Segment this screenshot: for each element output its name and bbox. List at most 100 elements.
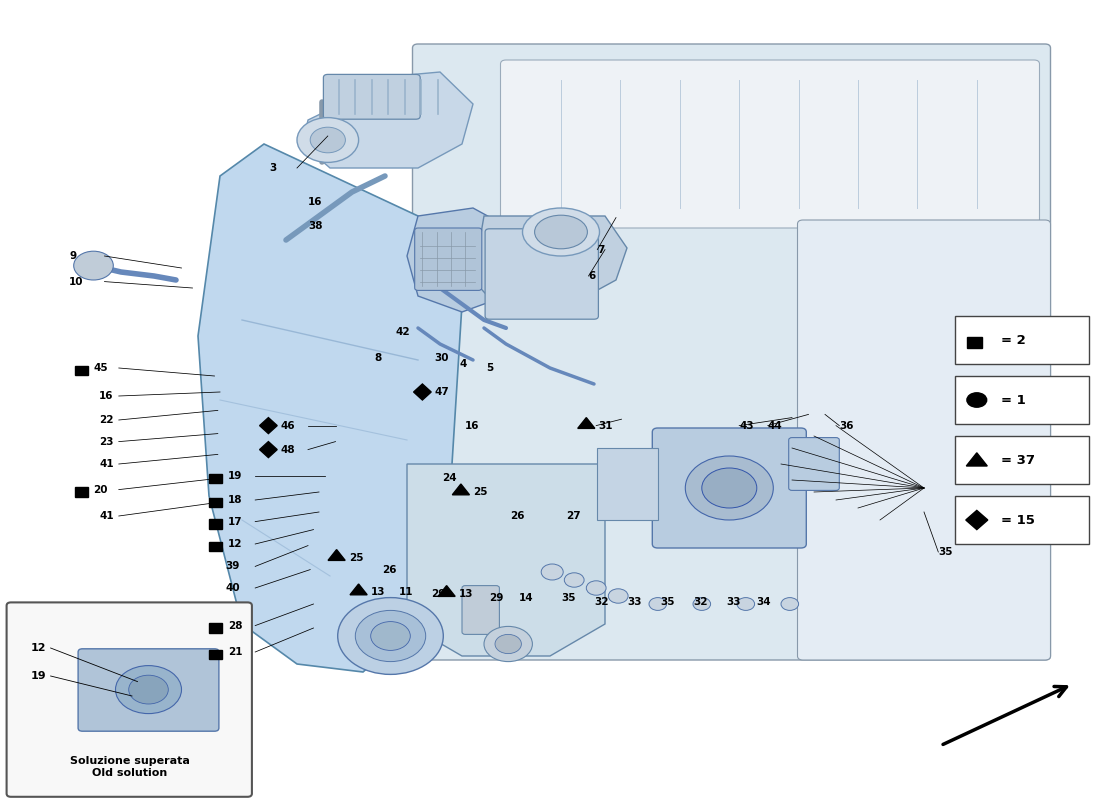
Ellipse shape [522, 208, 600, 256]
Bar [209, 623, 222, 633]
FancyBboxPatch shape [462, 586, 499, 634]
Circle shape [484, 626, 532, 662]
Text: 23: 23 [99, 437, 113, 446]
Circle shape [297, 118, 359, 162]
Text: 6: 6 [588, 271, 596, 281]
Text: 33: 33 [627, 597, 641, 606]
Polygon shape [302, 72, 473, 168]
FancyBboxPatch shape [485, 229, 598, 319]
Polygon shape [260, 418, 277, 434]
Text: diagrammi.ferrari.com
a passo di lumaca: diagrammi.ferrari.com a passo di lumaca [399, 312, 745, 488]
Text: 42: 42 [396, 327, 410, 337]
Bar [209, 542, 222, 551]
Text: 22: 22 [99, 415, 113, 425]
Text: 43: 43 [739, 421, 754, 430]
Bar [597, 448, 658, 520]
Circle shape [586, 581, 606, 595]
Text: 3: 3 [270, 163, 277, 173]
Text: 8: 8 [374, 353, 382, 362]
Circle shape [608, 589, 628, 603]
Polygon shape [260, 442, 277, 458]
FancyBboxPatch shape [955, 377, 1089, 424]
Text: = 37: = 37 [1001, 454, 1035, 466]
FancyBboxPatch shape [500, 60, 1040, 228]
Text: 46: 46 [280, 421, 295, 430]
Circle shape [338, 598, 443, 674]
Text: 10: 10 [69, 277, 84, 286]
Circle shape [702, 468, 757, 508]
FancyBboxPatch shape [798, 220, 1050, 660]
FancyBboxPatch shape [415, 228, 482, 290]
Text: 29: 29 [431, 589, 446, 598]
Circle shape [649, 598, 667, 610]
Text: = 1: = 1 [1001, 394, 1025, 406]
Circle shape [355, 610, 426, 662]
FancyBboxPatch shape [412, 44, 1050, 660]
Text: 40: 40 [226, 583, 240, 593]
Text: 13: 13 [371, 587, 385, 597]
Text: 32: 32 [693, 597, 707, 606]
Text: 27: 27 [566, 511, 581, 521]
FancyBboxPatch shape [78, 649, 219, 731]
Text: 36: 36 [839, 421, 854, 430]
Polygon shape [407, 464, 605, 656]
Circle shape [129, 675, 168, 704]
Text: 30: 30 [434, 353, 449, 362]
Text: 35: 35 [660, 597, 674, 606]
Text: 47: 47 [434, 387, 449, 397]
Text: 41: 41 [99, 511, 113, 521]
Text: Soluzione superata
Old solution: Soluzione superata Old solution [70, 756, 189, 778]
Text: 32: 32 [594, 597, 608, 606]
FancyBboxPatch shape [955, 437, 1089, 483]
FancyBboxPatch shape [955, 316, 1089, 363]
Circle shape [495, 634, 521, 654]
Bar [209, 519, 222, 529]
FancyBboxPatch shape [323, 74, 420, 119]
Polygon shape [473, 216, 627, 304]
Text: 21: 21 [228, 647, 242, 657]
Text: 35: 35 [938, 547, 953, 557]
Text: = 15: = 15 [1001, 514, 1035, 526]
Text: 9: 9 [69, 251, 76, 261]
Bar [75, 366, 88, 375]
Text: 38: 38 [308, 221, 322, 230]
Circle shape [74, 251, 113, 280]
Text: 33: 33 [726, 597, 740, 606]
FancyBboxPatch shape [789, 438, 839, 490]
Polygon shape [414, 384, 431, 400]
FancyBboxPatch shape [955, 496, 1089, 544]
Circle shape [781, 598, 799, 610]
Text: 34: 34 [757, 597, 771, 606]
Text: 14: 14 [519, 593, 534, 602]
Circle shape [371, 622, 410, 650]
Text: 25: 25 [349, 553, 363, 562]
Text: 16: 16 [99, 391, 113, 401]
Text: 11: 11 [399, 587, 414, 597]
Circle shape [685, 456, 773, 520]
Circle shape [541, 564, 563, 580]
Text: 5: 5 [486, 363, 494, 373]
Polygon shape [198, 144, 462, 672]
FancyBboxPatch shape [7, 602, 252, 797]
Circle shape [564, 573, 584, 587]
Text: 28: 28 [228, 621, 242, 630]
Text: 4: 4 [460, 359, 467, 369]
FancyBboxPatch shape [652, 428, 806, 548]
Text: 29: 29 [490, 593, 504, 602]
Text: 25: 25 [473, 487, 487, 497]
Text: 19: 19 [228, 471, 242, 481]
Text: 17: 17 [228, 517, 242, 526]
Text: 16: 16 [465, 421, 480, 430]
Circle shape [967, 393, 987, 407]
Text: 20: 20 [94, 485, 108, 494]
Text: 16: 16 [308, 197, 322, 206]
Text: 35: 35 [561, 593, 575, 602]
Text: 41: 41 [99, 459, 113, 469]
Text: 18: 18 [228, 495, 242, 505]
Text: 45: 45 [94, 363, 108, 373]
Text: 24: 24 [442, 474, 456, 483]
Circle shape [310, 127, 345, 153]
Text: = 2: = 2 [1001, 334, 1025, 346]
Bar [967, 337, 982, 348]
Bar [209, 474, 222, 483]
